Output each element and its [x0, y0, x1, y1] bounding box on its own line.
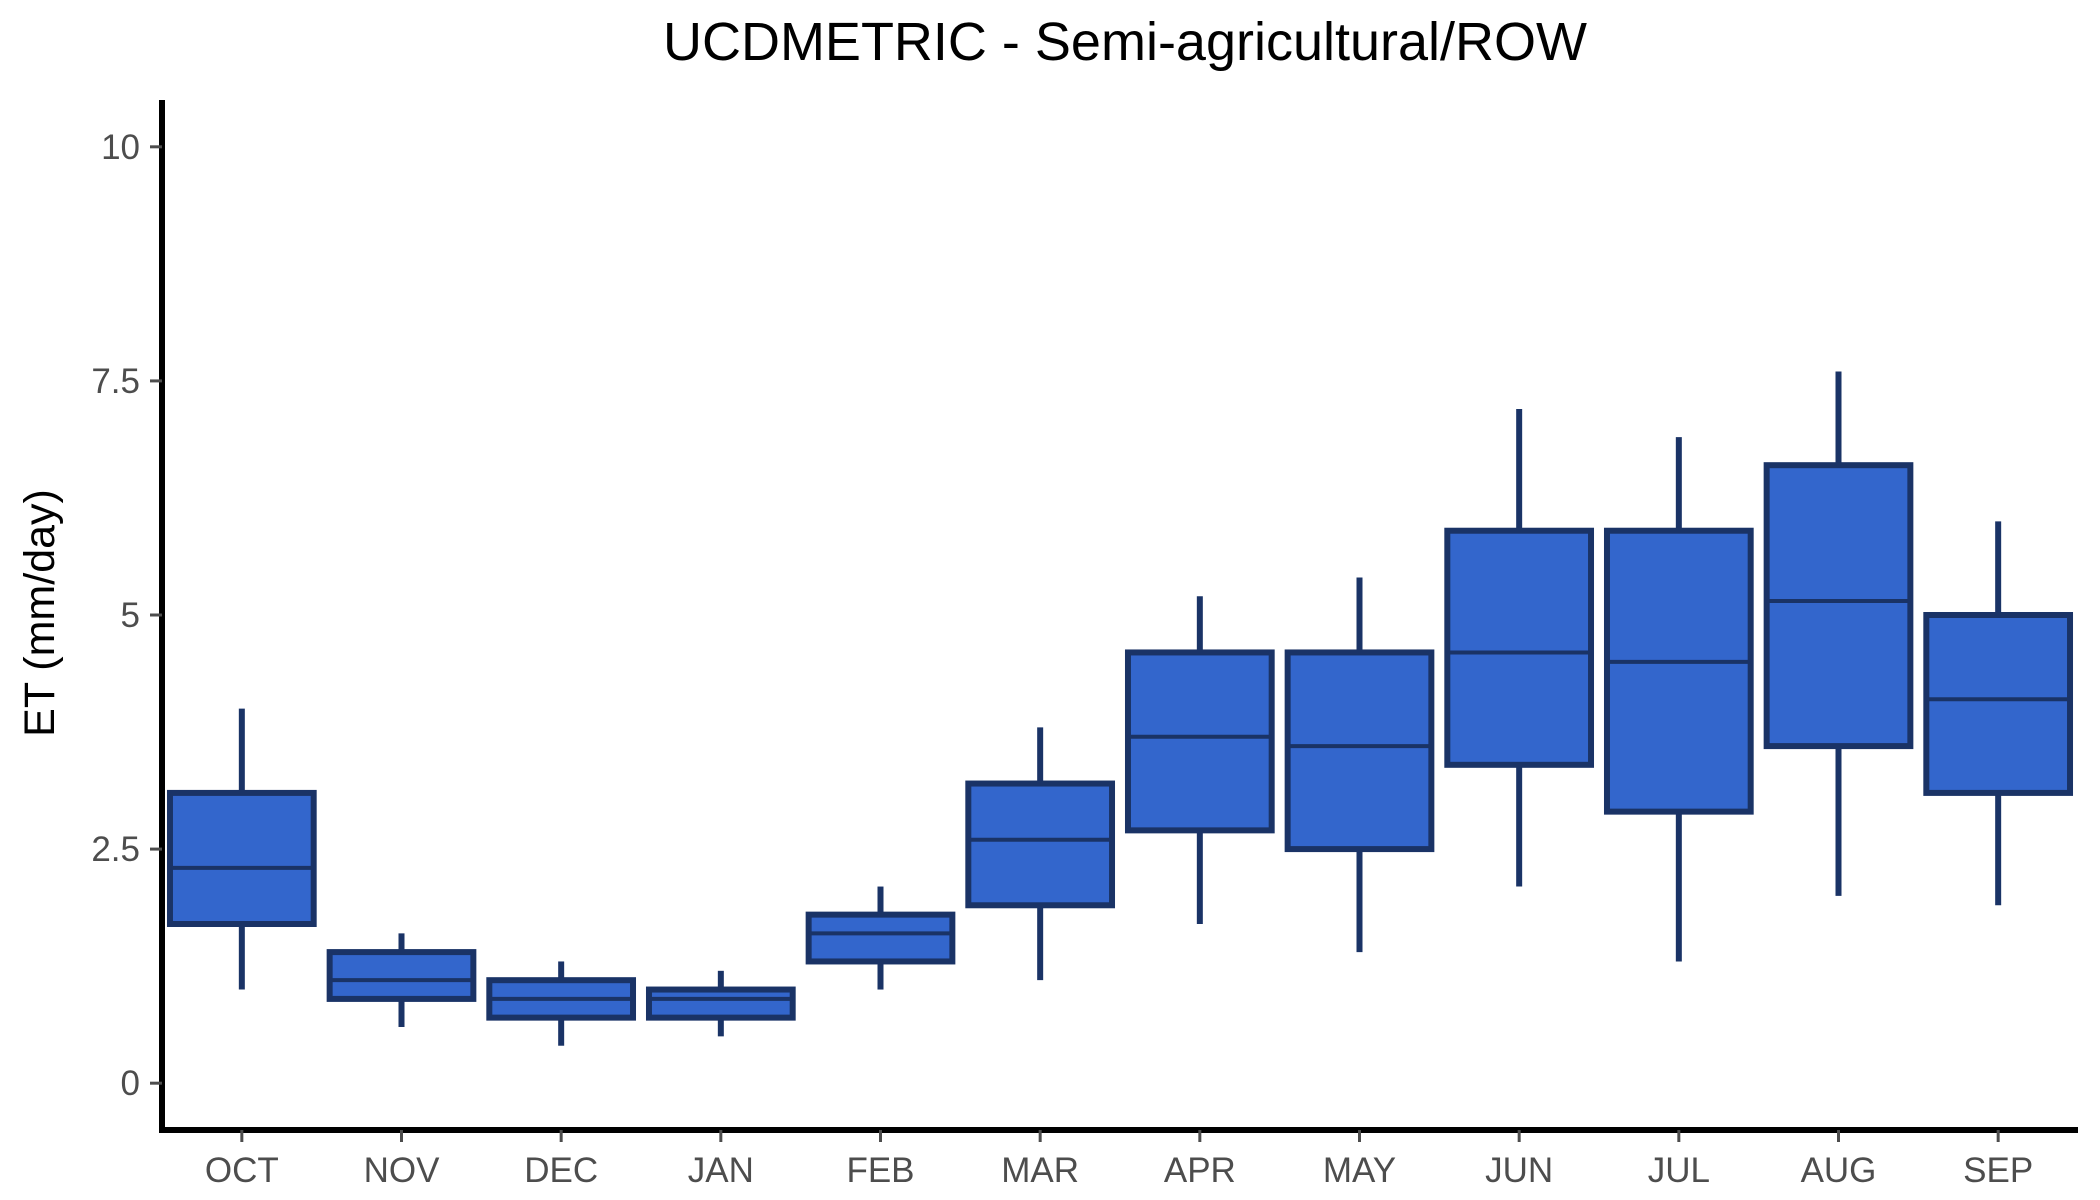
x-tick-label-apr: APR — [1164, 1151, 1236, 1190]
x-tick-label-oct: OCT — [205, 1151, 279, 1190]
x-tick-label-mar: MAR — [1001, 1151, 1079, 1190]
box-iqr-feb — [805, 911, 956, 965]
box-jan — [645, 970, 796, 1037]
boxes-layer — [166, 371, 2074, 1046]
box-aug — [1763, 371, 1914, 896]
y-tick-label: 5 — [121, 596, 140, 635]
y-tick-label: 0 — [121, 1064, 140, 1103]
chart-title: UCDMETRIC - Semi-agricultural/ROW — [663, 12, 1587, 72]
x-tick-label-may: MAY — [1323, 1151, 1396, 1190]
x-tick-label-nov: NOV — [364, 1151, 441, 1190]
box-iqr-oct — [166, 789, 317, 928]
y-axis: 0 2.5 5 7.5 10 — [91, 100, 165, 1133]
box-apr — [1124, 596, 1275, 924]
box-iqr-mar — [965, 780, 1116, 909]
box-iqr-sep — [1923, 612, 2074, 796]
y-axis-label: ET (mm/day) — [16, 489, 64, 737]
x-tick-label-aug: AUG — [1801, 1151, 1877, 1190]
box-jul — [1603, 437, 1754, 962]
x-tick-label-jul: JUL — [1648, 1151, 1710, 1190]
box-iqr-jul — [1603, 527, 1754, 815]
box-jun — [1444, 409, 1595, 887]
box-oct — [166, 708, 317, 990]
x-tick-label-jan: JAN — [688, 1151, 754, 1190]
x-tick-label-feb: FEB — [846, 1151, 914, 1190]
box-iqr-jun — [1444, 527, 1595, 768]
box-mar — [965, 727, 1116, 981]
y-tick-label: 7.5 — [91, 362, 140, 401]
box-feb — [805, 886, 956, 990]
box-iqr-aug — [1763, 462, 1914, 750]
y-tick-label: 10 — [101, 128, 140, 167]
box-sep — [1923, 521, 2074, 906]
box-dec — [486, 961, 637, 1046]
box-iqr-nov — [326, 949, 477, 1002]
x-axis: OCT NOV DEC JAN FEB MAR APR MAY JUN JUL AUG SEP — [159, 1127, 2078, 1190]
box-iqr-may — [1284, 649, 1435, 853]
x-tick-label-sep: SEP — [1963, 1151, 2033, 1190]
x-tick-label-dec: DEC — [524, 1151, 598, 1190]
y-tick-label: 2.5 — [91, 830, 140, 869]
box-may — [1284, 577, 1435, 953]
box-iqr-jan — [645, 986, 796, 1021]
box-iqr-apr — [1124, 649, 1275, 834]
x-tick-label-jun: JUN — [1485, 1151, 1553, 1190]
box-nov — [326, 933, 477, 1027]
